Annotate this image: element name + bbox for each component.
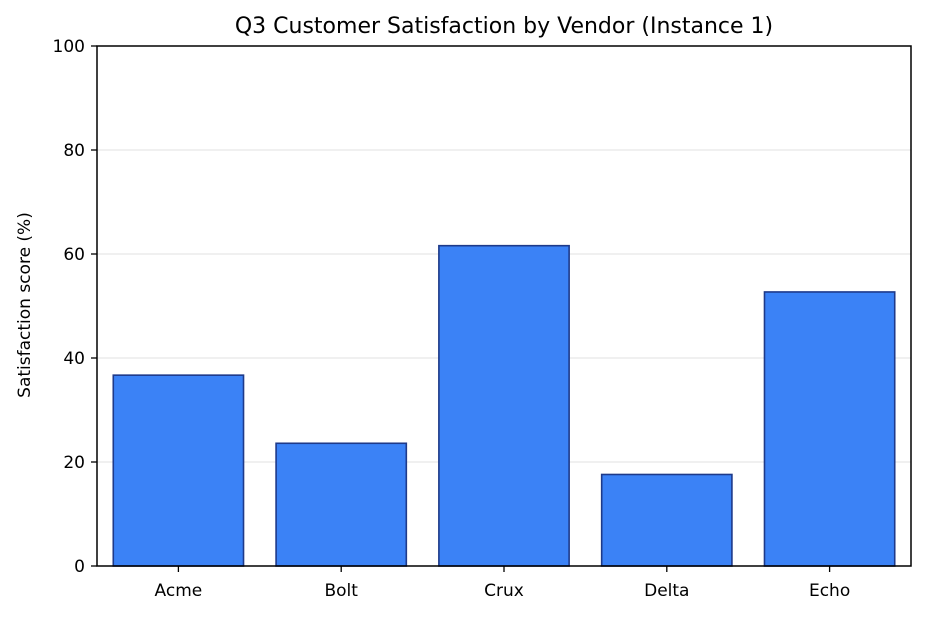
bars-layer xyxy=(112,244,896,567)
y-tick-label-0: 0 xyxy=(74,557,85,577)
bar-crux xyxy=(438,244,570,567)
x-tick-label-acme: Acme xyxy=(155,581,203,601)
plot-frame xyxy=(96,45,912,567)
bar-acme xyxy=(112,374,245,567)
x-tick-label-bolt: Bolt xyxy=(324,581,358,601)
chart-title: Q3 Customer Satisfaction by Vendor (Inst… xyxy=(235,14,773,39)
y-axis-label: Satisfaction score (%) xyxy=(15,212,35,398)
bar-echo xyxy=(763,291,896,567)
y-tick-label-40: 40 xyxy=(63,349,85,369)
bar-delta xyxy=(600,473,733,567)
x-tick-label-delta: Delta xyxy=(644,581,689,601)
bar-bolt xyxy=(275,442,408,567)
axes-layer: Acme Bolt Crux Delta Echo 0 20 40 60 80 100 xyxy=(53,37,912,601)
y-tick-label-60: 60 xyxy=(63,245,85,265)
y-tick-label-80: 80 xyxy=(63,141,85,161)
x-tick-label-crux: Crux xyxy=(484,581,524,601)
y-tick-label-20: 20 xyxy=(63,453,85,473)
x-tick-label-echo: Echo xyxy=(809,581,850,601)
y-tick-label-100: 100 xyxy=(53,37,85,57)
